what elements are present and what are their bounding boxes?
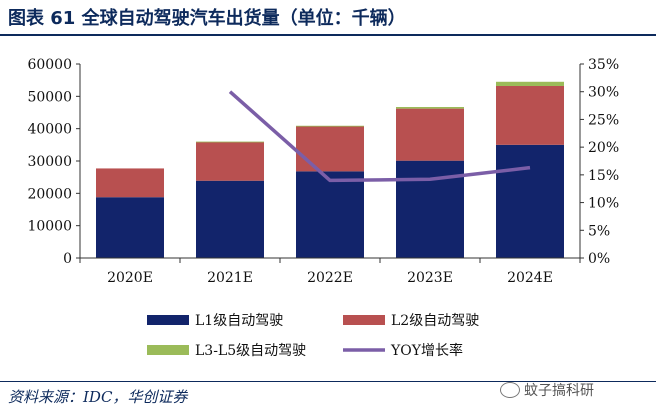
legend: L1级自动驾驶 L2级自动驾驶 L3-L5级自动驾驶 YOY增长率 (147, 313, 479, 359)
legend-label-l1: L1级自动驾驶 (195, 313, 283, 329)
title-rule (0, 34, 656, 36)
left-tick-label: 0 (63, 251, 72, 267)
legend-swatch-l1 (147, 315, 189, 325)
right-tick-label: 10% (588, 196, 619, 212)
chart-title: 图表 61 全球自动驾驶汽车出货量（单位：千辆） (8, 8, 406, 29)
right-tick-label: 5% (588, 223, 610, 239)
bar-l2-2021E (196, 141, 264, 181)
left-tick-label: 50000 (27, 89, 72, 105)
x-tick-label: 2022E (307, 270, 353, 286)
left-tick-label: 30000 (27, 154, 72, 170)
legend-label-l2: L2级自动驾驶 (391, 313, 479, 329)
right-tick-label: 35% (588, 57, 619, 73)
source-note: 资料来源：IDC，华创证券 (8, 388, 188, 406)
bar-l1-2024E (496, 144, 564, 258)
x-tick-label: 2020E (107, 270, 153, 286)
right-tick-label: 30% (588, 85, 619, 101)
wechat-icon (500, 382, 520, 398)
watermark-text: 蚊子搞科研 (524, 383, 594, 399)
right-tick-label: 15% (588, 168, 619, 184)
left-tick-label: 60000 (27, 57, 72, 73)
bar-l35-2021E (196, 141, 264, 143)
bar-l1-2022E (296, 171, 364, 258)
x-tick-label: 2021E (207, 270, 253, 286)
bar-l35-2023E (396, 107, 464, 109)
left-tick-label: 20000 (27, 186, 72, 202)
x-tick-label: 2024E (507, 270, 553, 286)
bar-l35-2024E (496, 81, 564, 86)
watermark: 蚊子搞科研 (500, 380, 594, 400)
x-tick-label: 2023E (407, 270, 453, 286)
right-tick-label: 25% (588, 112, 619, 128)
left-tick-label: 40000 (27, 122, 72, 138)
bar-l2-2023E (396, 108, 464, 161)
bar-l2-2022E (296, 126, 364, 172)
bar-l1-2020E (96, 197, 164, 258)
chart: 0 10000 20000 30000 40000 50000 60000 0% 5% 10% 15… (27, 57, 619, 359)
legend-label-yoy: YOY增长率 (390, 342, 463, 359)
legend-label-l35: L3-L5级自动驾驶 (195, 343, 306, 359)
left-tick-label: 10000 (27, 219, 72, 235)
bar-l1-2021E (196, 180, 264, 258)
legend-swatch-l2 (343, 315, 385, 325)
bar-l2-2024E (496, 85, 564, 145)
bar-l35-2022E (296, 125, 364, 127)
bar-l2-2020E (96, 168, 164, 198)
right-tick-label: 0% (588, 251, 610, 267)
right-tick-label: 20% (588, 140, 619, 156)
legend-swatch-l35 (147, 345, 189, 355)
source-rule (0, 381, 656, 382)
yoy-line (228, 90, 531, 183)
